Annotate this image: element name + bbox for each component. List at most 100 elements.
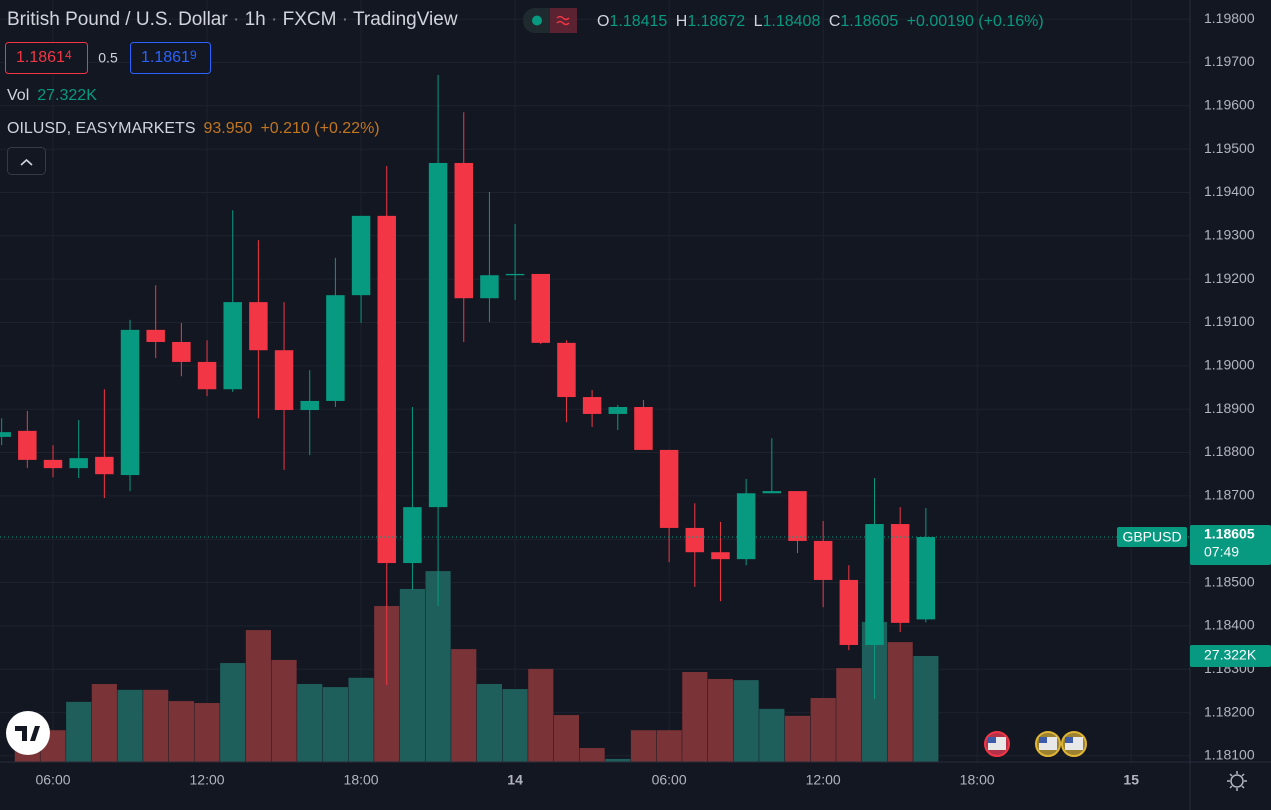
volume-bar xyxy=(528,668,554,762)
overlay-name: OILUSD, EASYMARKETS xyxy=(7,120,196,137)
x-tick-label: 06:00 xyxy=(35,772,70,788)
volume-bar xyxy=(836,668,862,762)
candle-body xyxy=(916,537,936,620)
volume-bar xyxy=(399,588,425,762)
spread: 0.5 xyxy=(98,50,118,66)
flag-canton xyxy=(1039,737,1047,743)
volume-bar xyxy=(810,697,836,762)
x-tick-label: 15 xyxy=(1123,772,1139,788)
tradingview-logo[interactable] xyxy=(6,711,50,755)
candle-body xyxy=(326,295,345,401)
buy-box[interactable] xyxy=(130,42,211,74)
candle-body xyxy=(454,162,473,299)
y-tick-label: 1.19800 xyxy=(1204,10,1255,26)
candle-body xyxy=(839,579,859,645)
candle-body xyxy=(505,273,525,276)
flag-canton xyxy=(1065,737,1073,743)
candles xyxy=(0,74,936,700)
overlay-change: +0.210 (+0.22%) xyxy=(260,120,379,137)
market-status[interactable] xyxy=(523,8,577,33)
candle-body xyxy=(18,430,37,460)
settings-icon[interactable] xyxy=(1230,774,1244,788)
y-tick-label: 1.18200 xyxy=(1204,703,1255,719)
last-price-box xyxy=(1190,525,1271,566)
sell-box[interactable] xyxy=(5,42,88,74)
y-tick-label: 1.19000 xyxy=(1204,357,1255,373)
candle-body xyxy=(890,524,910,623)
candle-body xyxy=(95,456,114,475)
symbol-label: GBPUSD xyxy=(1122,529,1181,545)
candle-body xyxy=(608,407,628,414)
candle-body xyxy=(788,491,807,541)
settings-teeth xyxy=(1227,771,1247,791)
sell-button[interactable]: 1.18614 xyxy=(5,42,88,74)
candle-body xyxy=(403,507,422,564)
candle-body xyxy=(480,275,499,299)
symbol: British Pound / U.S. Dollar xyxy=(7,9,228,30)
candle-body xyxy=(582,397,602,414)
status-icon xyxy=(556,15,570,26)
collapse-button[interactable] xyxy=(7,147,46,175)
x-tick-label: 14 xyxy=(507,772,523,788)
y-tick-label: 1.18700 xyxy=(1204,487,1255,503)
volume-bar xyxy=(656,730,682,762)
candle-body xyxy=(659,449,679,528)
open-label: O xyxy=(597,13,609,30)
volume-bar xyxy=(759,708,785,762)
volume-bar xyxy=(553,715,580,762)
logo-circle[interactable] xyxy=(6,711,50,755)
change: +0.00190 (+0.16%) xyxy=(907,13,1044,30)
volume-bar xyxy=(913,655,939,762)
buy-price[interactable]: 1.18619 xyxy=(141,48,197,66)
candle-body xyxy=(69,458,88,469)
buy-pip: 9 xyxy=(190,48,197,62)
volume-bar xyxy=(322,687,348,762)
x-tick-label: 12:00 xyxy=(190,772,225,788)
candle-body xyxy=(711,552,730,560)
overlay-value: 93.950 xyxy=(204,120,253,137)
volume-bar xyxy=(194,703,220,762)
candle-body xyxy=(223,302,242,390)
symbol-label-box xyxy=(1117,527,1187,548)
x-tick-label: 06:00 xyxy=(652,772,687,788)
candle-body xyxy=(428,162,448,508)
candle-body xyxy=(685,527,705,553)
y-tick-label: 1.18900 xyxy=(1204,400,1255,416)
volume-bar xyxy=(66,701,92,762)
x-tick-label: 18:00 xyxy=(344,772,379,788)
candle-body xyxy=(865,524,884,645)
volume-bar xyxy=(451,649,477,762)
y-tick-label: 1.18800 xyxy=(1204,443,1255,459)
volume-bar xyxy=(168,701,194,762)
volume-bar xyxy=(630,730,657,762)
volume-bar xyxy=(143,689,169,762)
candle-body xyxy=(43,459,63,469)
status-half xyxy=(550,8,577,33)
low-label: L xyxy=(754,13,763,30)
candle-body xyxy=(531,273,551,343)
y-tick-label: 1.19300 xyxy=(1204,226,1255,242)
candle-body xyxy=(0,432,11,437)
candle-body xyxy=(146,329,165,342)
buy-button[interactable]: 1.18619 xyxy=(130,42,211,74)
y-tick-label: 1.18100 xyxy=(1204,747,1255,763)
sell-price[interactable]: 1.18614 xyxy=(16,48,72,66)
axes: 1.19800 1.19700 1.19600 1.19500 1.19400 1.193… xyxy=(0,10,1271,788)
volume-pane xyxy=(14,571,939,762)
x-tick-label: 18:00 xyxy=(960,772,995,788)
volume-bar xyxy=(245,630,271,762)
candle-body xyxy=(197,361,217,390)
volume-bar xyxy=(297,684,323,762)
volume-bar xyxy=(733,680,759,762)
volume-bar xyxy=(117,689,143,762)
settings[interactable] xyxy=(1227,771,1247,791)
candle-body xyxy=(377,215,396,564)
volume-bar xyxy=(91,684,117,762)
interval[interactable]: 1h xyxy=(245,9,266,30)
separator: · xyxy=(271,9,277,30)
candle-body xyxy=(249,302,268,351)
candle-body xyxy=(120,329,140,476)
ohlc-legend: O1.18415 H1.18672 L1.18408 C1.18605 +0.0… xyxy=(597,13,1044,30)
